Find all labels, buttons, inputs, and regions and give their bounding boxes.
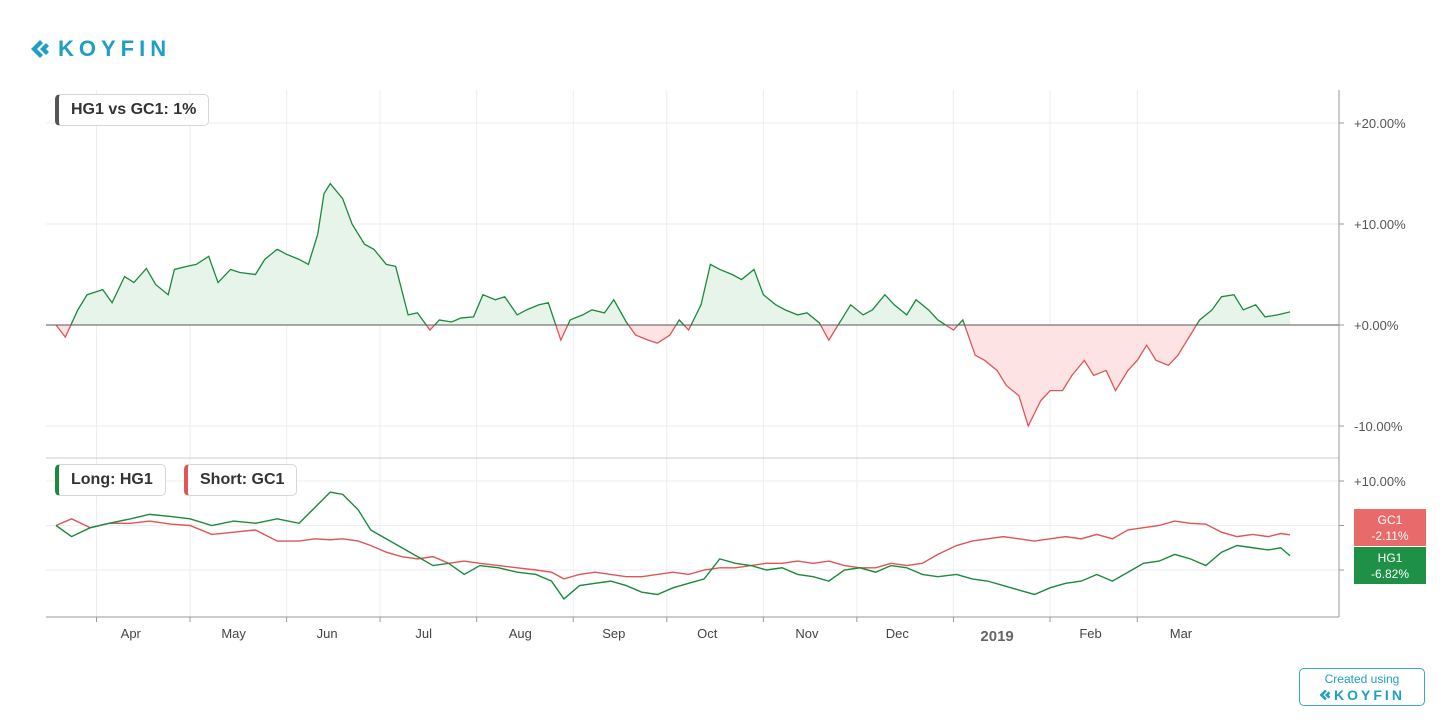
x-axis-label: Aug xyxy=(509,626,532,641)
x-axis-label: Mar xyxy=(1170,626,1193,641)
x-axis-label: Jul xyxy=(415,626,432,641)
koyfin-logo[interactable]: KOYFIN xyxy=(30,36,171,62)
long-legend[interactable]: Long: HG1 xyxy=(55,464,166,496)
short-legend-label: Short: GC1 xyxy=(200,471,285,488)
gc1-tag-name: GC1 xyxy=(1377,513,1403,527)
hg1-tag-name: HG1 xyxy=(1377,551,1403,565)
koyfin-wordmark: KOYFIN xyxy=(58,36,172,61)
x-axis-label: Jun xyxy=(317,626,338,641)
x-axis-label: Sep xyxy=(602,626,625,641)
x-axis-label: 2019 xyxy=(980,628,1013,645)
spread-line-positive xyxy=(56,182,1291,325)
created-using-badge[interactable]: Created using KOYFIN xyxy=(1299,668,1425,706)
spread-positive-area xyxy=(56,183,1290,325)
hg1-tag-value: -6.82% xyxy=(1370,567,1410,581)
gc1-series-line xyxy=(55,518,1291,580)
y-axis-label: -10.00% xyxy=(1354,419,1403,434)
x-axis-label: Apr xyxy=(121,626,142,641)
x-axis-label: Oct xyxy=(697,626,718,641)
koyfin-chevron-icon xyxy=(1319,689,1331,701)
spread-negative-area xyxy=(56,325,1290,426)
spread-line-negative xyxy=(55,325,1198,428)
y-axis-label: +10.00% xyxy=(1354,217,1406,232)
hg1-series-line xyxy=(55,491,1291,600)
y-axis-label: +10.00% xyxy=(1354,474,1406,489)
y-axis-label: +0.00% xyxy=(1354,318,1399,333)
created-using-text: Created using xyxy=(1324,672,1400,686)
y-axis-label: +20.00% xyxy=(1354,116,1406,131)
spread-legend[interactable]: HG1 vs GC1: 1% xyxy=(55,94,210,126)
hg1-price-tag: HG1 -6.82% xyxy=(1354,547,1426,584)
x-axis-label: Dec xyxy=(886,626,910,641)
created-using-brand: KOYFIN xyxy=(1334,687,1405,703)
gc1-tag-value: -2.11% xyxy=(1371,529,1409,543)
long-legend-label: Long: HG1 xyxy=(71,471,153,488)
gc1-price-tag: GC1 -2.11% xyxy=(1354,509,1426,546)
x-axis-label: Feb xyxy=(1079,626,1101,641)
spread-legend-label: HG1 vs GC1: 1% xyxy=(71,101,197,118)
koyfin-chevron-icon xyxy=(31,40,49,58)
short-legend[interactable]: Short: GC1 xyxy=(184,464,298,496)
x-axis-label: May xyxy=(221,626,246,641)
x-axis-label: Nov xyxy=(795,626,819,641)
